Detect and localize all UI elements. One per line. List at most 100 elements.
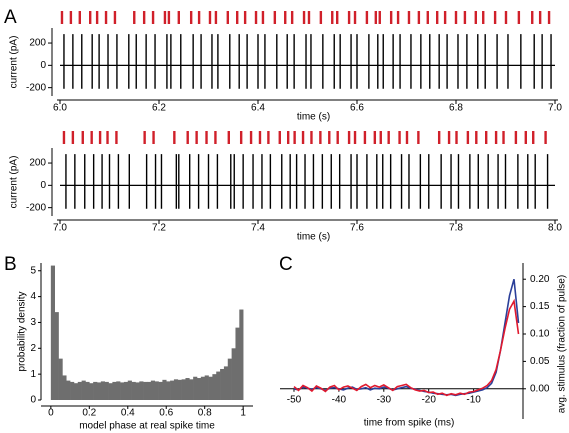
bar bbox=[177, 379, 182, 400]
bar bbox=[112, 381, 117, 400]
bar bbox=[73, 383, 79, 400]
y-tick-label: 200 bbox=[29, 158, 46, 169]
bar bbox=[200, 376, 205, 400]
bar bbox=[85, 381, 90, 400]
bar bbox=[185, 378, 190, 400]
y-tick-label: 0.05 bbox=[530, 356, 550, 367]
bar bbox=[181, 379, 186, 400]
y-axis-label: current (pA) bbox=[9, 156, 20, 209]
x-tick-label: -50 bbox=[287, 394, 302, 405]
x-axis-label: time from spike (ms) bbox=[364, 418, 455, 429]
bar bbox=[147, 381, 152, 400]
y-tick-label: 0 bbox=[40, 180, 46, 191]
x-tick-label: 6.0 bbox=[53, 103, 67, 114]
x-tick-label: 7.6 bbox=[350, 223, 364, 234]
x-tick-label: 0.8 bbox=[198, 408, 212, 419]
bar bbox=[197, 378, 202, 400]
x-tick-label: 0 bbox=[48, 408, 54, 419]
x-tick-label: 6.6 bbox=[350, 103, 364, 114]
y-axis-label: probability density bbox=[17, 291, 28, 371]
bar bbox=[120, 382, 125, 400]
y-tick-label: 0.15 bbox=[530, 301, 550, 312]
bar bbox=[150, 380, 155, 400]
y-tick-label: 2 bbox=[30, 343, 36, 354]
y-axis-label: current (pA) bbox=[9, 36, 20, 89]
bar bbox=[127, 380, 132, 400]
y-tick-label: 3 bbox=[30, 317, 36, 328]
bar bbox=[116, 381, 121, 400]
x-tick-label: 6.8 bbox=[449, 103, 463, 114]
bar bbox=[227, 358, 232, 400]
bar bbox=[166, 381, 171, 400]
x-tick-label: 8.0 bbox=[548, 223, 562, 234]
series-line bbox=[293, 298, 520, 397]
x-tick-label: 7.0 bbox=[548, 103, 562, 114]
bar bbox=[93, 381, 98, 400]
y-tick-label: 0 bbox=[40, 60, 46, 71]
bar bbox=[170, 380, 175, 400]
series-line bbox=[293, 278, 520, 397]
y-tick-label: 0.20 bbox=[530, 274, 550, 285]
x-tick-label: -20 bbox=[421, 394, 436, 405]
bar bbox=[70, 381, 75, 400]
y-tick-label: 1 bbox=[30, 369, 36, 380]
x-tick-label: 0.4 bbox=[121, 408, 135, 419]
bar bbox=[54, 312, 59, 400]
y-tick-label: 0.00 bbox=[530, 383, 550, 394]
bar bbox=[50, 265, 55, 400]
x-tick-label: 6.2 bbox=[152, 103, 166, 114]
bar bbox=[131, 381, 136, 400]
bar bbox=[108, 383, 113, 400]
y-tick-label: -200 bbox=[26, 202, 46, 213]
x-tick-label: 7.4 bbox=[251, 223, 265, 234]
bar bbox=[81, 380, 86, 400]
y-tick-label: 0 bbox=[30, 395, 36, 406]
x-axis-label: time (s) bbox=[297, 112, 330, 123]
y-tick-label: 5 bbox=[30, 265, 36, 276]
bar bbox=[220, 368, 225, 400]
x-tick-label: -40 bbox=[332, 394, 347, 405]
bar bbox=[216, 371, 221, 400]
bar bbox=[139, 381, 144, 400]
x-tick-label: -10 bbox=[466, 394, 481, 405]
bar bbox=[104, 381, 109, 400]
bar bbox=[189, 379, 194, 400]
bar bbox=[235, 327, 240, 400]
bar bbox=[89, 383, 94, 400]
bar bbox=[158, 381, 163, 400]
bar bbox=[193, 376, 198, 400]
y-tick-label: -200 bbox=[26, 82, 46, 93]
x-tick-label: 7.2 bbox=[152, 223, 166, 234]
bar bbox=[62, 375, 67, 400]
x-axis-label: model phase at real spike time bbox=[79, 421, 215, 432]
bar bbox=[97, 382, 102, 400]
x-axis-label: time (s) bbox=[297, 232, 330, 243]
bar bbox=[135, 382, 140, 400]
x-tick-label: -30 bbox=[377, 394, 392, 405]
bar bbox=[212, 374, 217, 400]
x-tick-label: 1 bbox=[240, 408, 246, 419]
y-axis-label: avg. stimulus (fraction of pulse) bbox=[557, 275, 568, 413]
x-tick-label: 6.4 bbox=[251, 103, 265, 114]
bar bbox=[58, 358, 63, 400]
x-tick-label: 0.2 bbox=[82, 408, 96, 419]
bar bbox=[123, 381, 129, 400]
panel-label: C bbox=[279, 254, 293, 275]
x-tick-label: 0.6 bbox=[159, 408, 173, 419]
bar bbox=[173, 379, 179, 400]
y-tick-label: 4 bbox=[30, 291, 36, 302]
bar bbox=[100, 381, 105, 400]
bar bbox=[231, 348, 236, 400]
y-tick-label: 0.10 bbox=[530, 329, 550, 340]
panel-label: B bbox=[4, 254, 17, 275]
panel-label: A bbox=[4, 7, 17, 28]
bar bbox=[143, 381, 148, 400]
bar bbox=[77, 381, 82, 400]
bar bbox=[154, 381, 159, 400]
bar bbox=[208, 376, 213, 400]
y-tick-label: 200 bbox=[29, 38, 46, 49]
bar bbox=[66, 380, 71, 400]
x-tick-label: 7.8 bbox=[449, 223, 463, 234]
bar bbox=[204, 375, 209, 400]
